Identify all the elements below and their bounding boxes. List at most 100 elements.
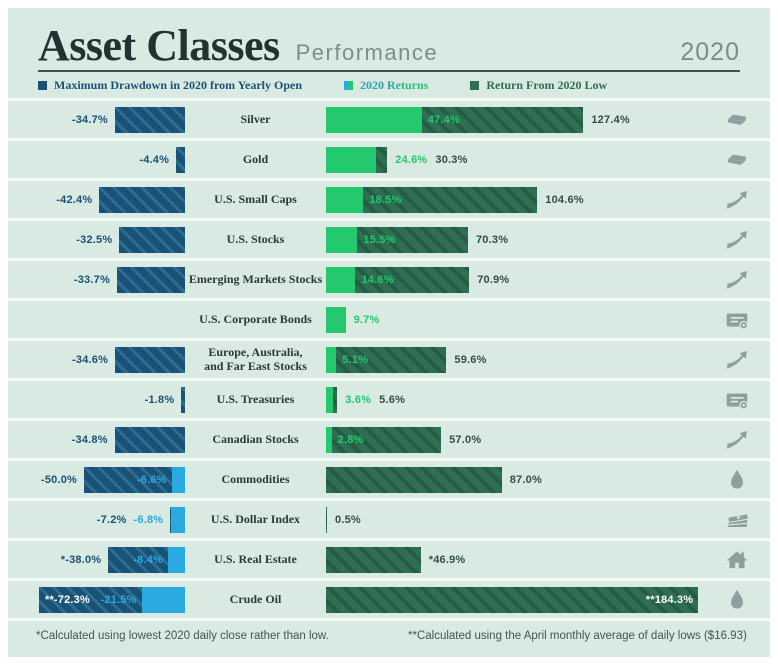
returns-zone: 87.0% bbox=[326, 461, 718, 498]
house-icon bbox=[724, 547, 750, 573]
stocks-chart-icon bbox=[724, 347, 750, 373]
return-from-low-value: *46.9% bbox=[428, 553, 466, 566]
returns-zone: *46.9% bbox=[326, 541, 718, 578]
drawdown-zone: -34.7% bbox=[30, 101, 185, 138]
drawdown-value: -50.0% bbox=[40, 473, 78, 486]
drawdown-zone: -34.8% bbox=[30, 421, 185, 458]
return-value: 24.6% bbox=[395, 153, 428, 166]
infographic-card: Asset Classes Performance 2020 Maximum D… bbox=[8, 8, 770, 657]
footnote-right: **Calculated using the April monthly ave… bbox=[408, 630, 747, 642]
legend-item-low: Return From 2020 Low bbox=[470, 78, 607, 93]
asset-name: Silver bbox=[240, 111, 271, 126]
return-from-low-value: 87.0% bbox=[509, 473, 542, 486]
positive-return-bar bbox=[326, 346, 337, 373]
footnote-left: *Calculated using lowest 2020 daily clos… bbox=[36, 630, 329, 642]
asset-row: *-38.0% -8.4% U.S. Real Estate *46.9% bbox=[8, 541, 770, 581]
asset-name: U.S. Dollar Index bbox=[210, 511, 301, 526]
stocks-chart-icon bbox=[724, 227, 750, 253]
return-from-low-bar: 47.4% bbox=[421, 106, 584, 133]
asset-row: -4.4% Gold 24.6% 30.3% bbox=[8, 141, 770, 181]
page-subtitle: Performance bbox=[295, 40, 439, 65]
drawdown-value: -33.7% bbox=[73, 273, 110, 286]
return-from-low-value: 0.5% bbox=[335, 513, 361, 526]
drawdown-zone: -4.4% bbox=[30, 141, 185, 178]
header-divider bbox=[38, 70, 740, 72]
drawdown-value: -4.4% bbox=[139, 153, 170, 166]
returns-zone: 0.5% bbox=[326, 501, 718, 538]
asset-name: U.S. Small Caps bbox=[214, 191, 297, 206]
asset-name: Canadian Stocks bbox=[212, 431, 299, 446]
asset-name: U.S. Treasuries bbox=[216, 391, 295, 406]
legend-low-swatch bbox=[470, 81, 480, 90]
negative-return-value: -6.6% bbox=[136, 473, 167, 486]
positive-return-bar bbox=[326, 106, 422, 133]
returns-zone: 9.7% bbox=[326, 301, 718, 338]
drawdown-zone: -50.0% -6.6% bbox=[30, 461, 185, 498]
drawdown-bar bbox=[170, 506, 172, 533]
negative-return-value: -6.8% bbox=[133, 513, 164, 526]
asset-row: -7.2% -6.8% U.S. Dollar Index 0.5% bbox=[8, 501, 770, 541]
return-from-low-bar: 2.8% bbox=[331, 426, 442, 453]
stocks-chart-icon bbox=[724, 427, 750, 453]
negative-return-value: -8.4% bbox=[133, 553, 164, 566]
return-value: 3.6% bbox=[345, 393, 372, 406]
drawdown-zone: -32.5% bbox=[30, 221, 185, 258]
year-label: 2020 bbox=[680, 38, 740, 66]
returns-zone: 14.6% 70.9% bbox=[326, 261, 718, 298]
drawdown-bar bbox=[114, 106, 185, 133]
drawdown-bar: -6.6% bbox=[84, 466, 172, 493]
footnotes: *Calculated using lowest 2020 daily clos… bbox=[36, 630, 750, 642]
asset-row: -34.7% Silver 47.4% 127.4% bbox=[8, 101, 770, 141]
return-from-low-value: 70.9% bbox=[477, 273, 510, 286]
legend-drawdown-label: Maximum Drawdown in 2020 from Yearly Ope… bbox=[54, 78, 302, 92]
return-from-low-bar: 5.1% bbox=[336, 346, 447, 373]
drawdown-value: -7.2% bbox=[96, 513, 127, 526]
drawdown-bar bbox=[176, 146, 185, 173]
return-from-low-bar: 15.5% bbox=[357, 226, 468, 253]
return-from-low-bar bbox=[333, 386, 338, 413]
return-from-low-value: 57.0% bbox=[449, 433, 482, 446]
drawdown-bar bbox=[115, 346, 185, 373]
negative-return-bar bbox=[168, 546, 185, 573]
asset-row: **-72.3% -21.5% Crude Oil **184.3% bbox=[8, 581, 770, 621]
return-from-low-value: 30.3% bbox=[435, 153, 468, 166]
negative-return-bar bbox=[171, 466, 185, 493]
legend-drawdown-swatch bbox=[38, 81, 47, 90]
silver-bars-icon bbox=[724, 107, 750, 133]
returns-zone: 3.6% 5.6% bbox=[326, 381, 718, 418]
bond-certificate-icon bbox=[724, 387, 750, 413]
returns-zone: 15.5% 70.3% bbox=[326, 221, 718, 258]
rows: -34.7% Silver 47.4% 127.4% -4.4% Gold 24.6% 30.… bbox=[8, 98, 770, 621]
positive-return-bar bbox=[326, 186, 364, 213]
return-value: 14.6% bbox=[361, 273, 394, 286]
drawdown-zone: -34.6% bbox=[30, 341, 185, 378]
asset-row: U.S. Corporate Bonds 9.7% bbox=[8, 301, 770, 341]
return-from-low-bar: **184.3% bbox=[326, 586, 699, 613]
return-value: 47.4% bbox=[427, 113, 460, 126]
drawdown-bar bbox=[119, 226, 185, 253]
return-from-low-bar bbox=[326, 506, 327, 533]
drawdown-bar bbox=[181, 386, 185, 413]
drawdown-zone: -42.4% bbox=[30, 181, 185, 218]
drawdown-bar: -8.4% bbox=[108, 546, 169, 573]
return-from-low-bar: 14.6% bbox=[355, 266, 470, 293]
return-from-low-bar bbox=[375, 146, 388, 173]
drawdown-value: -42.4% bbox=[56, 193, 93, 206]
return-from-low-bar bbox=[326, 546, 421, 573]
return-value: 15.5% bbox=[363, 233, 396, 246]
return-value: 5.1% bbox=[342, 353, 369, 366]
return-from-low-value: 5.6% bbox=[379, 393, 406, 406]
asset-row: -1.8% U.S. Treasuries 3.6% 5.6% bbox=[8, 381, 770, 421]
asset-name: U.S. Stocks bbox=[226, 231, 285, 246]
returns-zone: 2.8% 57.0% bbox=[326, 421, 718, 458]
return-value: 9.7% bbox=[353, 313, 380, 326]
page-title: Asset Classes bbox=[38, 21, 280, 70]
drawdown-zone: *-38.0% -8.4% bbox=[30, 541, 185, 578]
return-from-low-bar: 18.5% bbox=[363, 186, 538, 213]
drawdown-bar bbox=[116, 266, 185, 293]
positive-return-bar bbox=[326, 266, 356, 293]
oil-droplet-icon bbox=[724, 587, 750, 613]
banknotes-icon bbox=[724, 507, 750, 533]
drawdown-value: *-38.0% bbox=[60, 553, 102, 566]
gold-bars-icon bbox=[724, 147, 750, 173]
